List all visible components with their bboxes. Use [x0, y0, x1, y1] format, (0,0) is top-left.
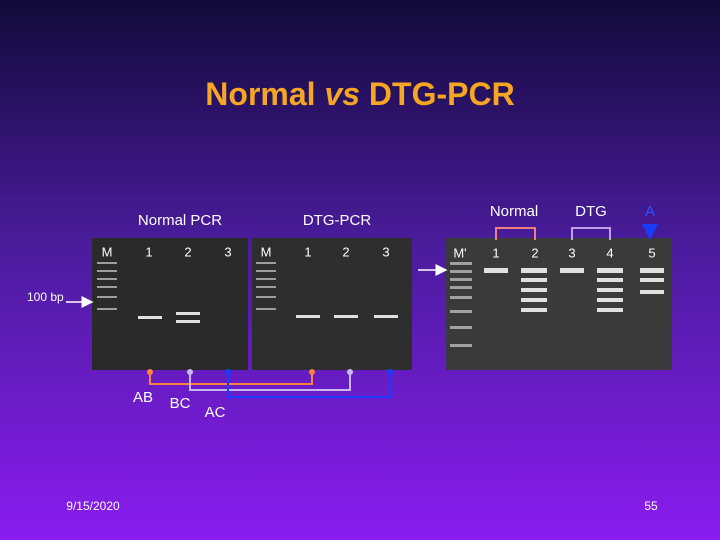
pair-connectors — [147, 369, 393, 398]
slide-title: Normal vs DTG-PCR — [205, 76, 514, 112]
lane-label: 3 — [568, 245, 575, 260]
lane-label: 1 — [145, 244, 152, 259]
footer-date: 9/15/2020 — [66, 499, 120, 513]
lane-label: 5 — [648, 245, 655, 260]
lane-labels: M 1 2 3 M 1 2 3 M' 1 2 3 4 5 — [102, 244, 656, 260]
gel-header: DTG — [575, 203, 607, 220]
lane-label: 2 — [342, 244, 349, 259]
gel — [92, 238, 248, 370]
lane-label: 3 — [382, 244, 389, 259]
lane-label: M' — [453, 245, 466, 260]
pair-label: BC — [170, 395, 191, 412]
page-number: 55 — [644, 499, 658, 513]
gel-header: DTG-PCR — [303, 212, 371, 229]
gel-header: Normal PCR — [138, 212, 222, 229]
lane-label: 3 — [224, 244, 231, 259]
marker-label: 100 bp — [27, 290, 64, 304]
pair-label: AB — [133, 389, 153, 406]
gel — [252, 238, 412, 370]
lane-label: M — [261, 244, 272, 259]
lane-label: 1 — [304, 244, 311, 259]
title-part: vs — [324, 76, 360, 112]
lane-label: 4 — [606, 245, 613, 260]
gel-header: A — [645, 203, 655, 220]
lane-label: 2 — [531, 245, 538, 260]
pair-label: AC — [205, 404, 226, 421]
gel-images — [92, 238, 672, 370]
header-brackets — [495, 224, 658, 240]
lane-label: 1 — [492, 245, 499, 260]
lane-label: M — [102, 244, 113, 259]
gel-header: Normal — [490, 203, 538, 220]
title-part: Normal — [205, 76, 324, 112]
gel — [446, 238, 672, 370]
lane-label: 2 — [184, 244, 191, 259]
title-part: DTG-PCR — [360, 76, 515, 112]
